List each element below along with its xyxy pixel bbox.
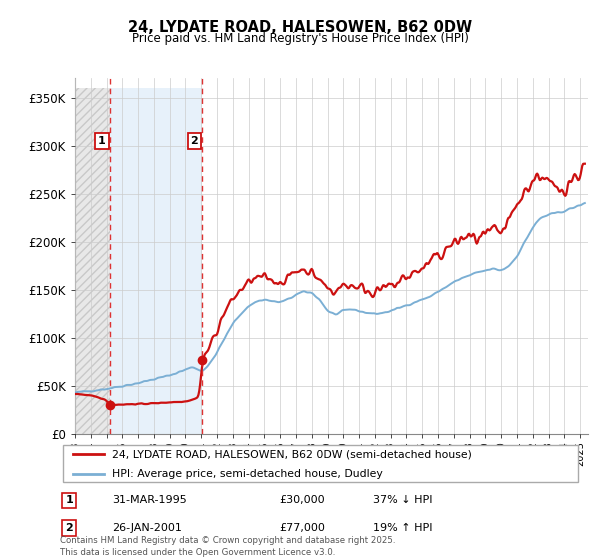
- 24, LYDATE ROAD, HALESOWEN, B62 0DW (semi-detached house): [581, 160, 589, 167]
- Line: HPI: Average price, semi-detached house, Dudley: HPI: Average price, semi-detached house,…: [75, 203, 585, 393]
- HPI: Average price, semi-detached house, Dudley: (2e+03, 5.26e+04): Average price, semi-detached house, Dudl…: [133, 380, 140, 387]
- Text: 37% ↓ HPI: 37% ↓ HPI: [373, 495, 433, 505]
- HPI: Average price, semi-detached house, Dudley: (2e+03, 1.25e+05): Average price, semi-detached house, Dudl…: [238, 311, 245, 318]
- Bar: [110, 88, 202, 434]
- Text: 2: 2: [65, 523, 73, 533]
- Text: 24, LYDATE ROAD, HALESOWEN, B62 0DW: 24, LYDATE ROAD, HALESOWEN, B62 0DW: [128, 20, 472, 35]
- Text: Price paid vs. HM Land Registry's House Price Index (HPI): Price paid vs. HM Land Registry's House …: [131, 32, 469, 45]
- 24, LYDATE ROAD, HALESOWEN, B62 0DW (semi-detached house): [71, 391, 79, 398]
- HPI: Average price, semi-detached house, Dudley: (2.02e+03, 1.51e+05): Average price, semi-detached house, Dudl…: [439, 286, 446, 292]
- HPI: Average price, semi-detached house, Dudley: (1.99e+03, 4.34e+04): Average price, semi-detached house, Dudl…: [71, 389, 79, 396]
- Text: 19% ↑ HPI: 19% ↑ HPI: [373, 523, 433, 533]
- Text: £77,000: £77,000: [279, 523, 325, 533]
- 24, LYDATE ROAD, HALESOWEN, B62 0DW (semi-detached house): [413, 268, 420, 275]
- 24, LYDATE ROAD, HALESOWEN, B62 0DW (semi-detached house): [303, 270, 310, 277]
- 24, LYDATE ROAD, HALESOWEN, B62 0DW (semi-detached house): [456, 237, 463, 244]
- 24, LYDATE ROAD, HALESOWEN, B62 0DW (semi-detached house): [163, 399, 170, 406]
- Text: 24, LYDATE ROAD, HALESOWEN, B62 0DW (semi-detached house): 24, LYDATE ROAD, HALESOWEN, B62 0DW (sem…: [112, 449, 472, 459]
- FancyBboxPatch shape: [62, 445, 578, 482]
- HPI: Average price, semi-detached house, Dudley: (2.01e+03, 1.37e+05): Average price, semi-detached house, Dudl…: [273, 298, 280, 305]
- Text: 1: 1: [98, 136, 106, 146]
- Bar: [75, 88, 110, 434]
- Text: HPI: Average price, semi-detached house, Dudley: HPI: Average price, semi-detached house,…: [112, 469, 383, 479]
- Text: 2: 2: [191, 136, 199, 146]
- HPI: Average price, semi-detached house, Dudley: (2.01e+03, 1.3e+05): Average price, semi-detached house, Dudl…: [392, 305, 400, 312]
- 24, LYDATE ROAD, HALESOWEN, B62 0DW (semi-detached house): [203, 349, 211, 356]
- 24, LYDATE ROAD, HALESOWEN, B62 0DW (semi-detached house): [373, 286, 380, 292]
- Text: Contains HM Land Registry data © Crown copyright and database right 2025.
This d: Contains HM Land Registry data © Crown c…: [60, 536, 395, 557]
- 24, LYDATE ROAD, HALESOWEN, B62 0DW (semi-detached house): [108, 402, 115, 409]
- Line: 24, LYDATE ROAD, HALESOWEN, B62 0DW (semi-detached house): 24, LYDATE ROAD, HALESOWEN, B62 0DW (sem…: [75, 164, 585, 405]
- HPI: Average price, semi-detached house, Dudley: (2.02e+03, 1.52e+05): Average price, semi-detached house, Dudl…: [442, 284, 449, 291]
- Bar: [75, 88, 110, 434]
- Text: 31-MAR-1995: 31-MAR-1995: [112, 495, 187, 505]
- Text: 1: 1: [65, 495, 73, 505]
- Text: 26-JAN-2001: 26-JAN-2001: [112, 523, 182, 533]
- HPI: Average price, semi-detached house, Dudley: (2.03e+03, 2.4e+05): Average price, semi-detached house, Dudl…: [581, 200, 589, 207]
- Text: £30,000: £30,000: [279, 495, 325, 505]
